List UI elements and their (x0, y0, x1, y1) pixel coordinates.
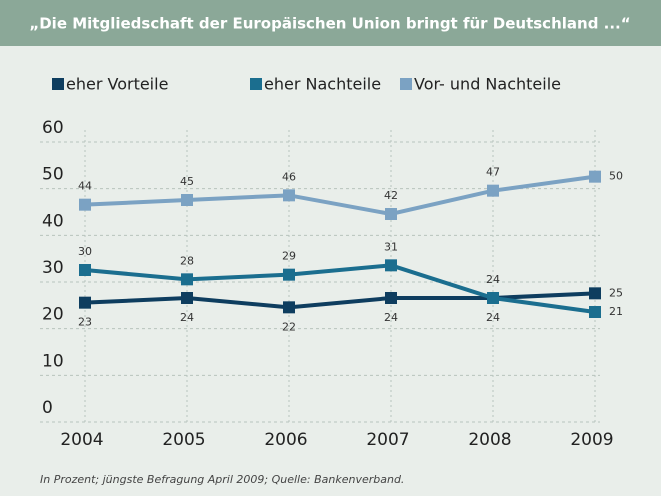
marker (79, 296, 91, 309)
marker (79, 264, 91, 276)
marker (79, 198, 91, 211)
marker (487, 184, 499, 197)
data-label: 24 (180, 311, 194, 324)
data-label: 46 (282, 170, 296, 183)
footnote: In Prozent; jüngste Befragung April 2009… (40, 473, 404, 486)
marker (181, 273, 193, 286)
marker (589, 287, 601, 300)
chart-title: „Die Mitgliedschaft der Europäischen Uni… (29, 15, 630, 33)
y-tick-label: 40 (42, 211, 64, 231)
y-tick-label: 20 (42, 305, 64, 325)
marker (385, 208, 397, 220)
y-tick-label: 50 (42, 165, 64, 185)
marker (487, 292, 499, 304)
y-tick-label: 10 (42, 351, 64, 371)
marker (385, 259, 397, 272)
data-label: 50 (609, 170, 623, 183)
data-label: 22 (282, 320, 296, 333)
data-label: 31 (384, 240, 398, 253)
line (84, 291, 596, 310)
data-label: 24 (486, 273, 500, 286)
y-tick-label: 0 (42, 398, 53, 418)
legend-label: eher Nachteile (264, 75, 381, 94)
line (84, 263, 596, 314)
x-tick-label: 2005 (162, 430, 205, 450)
line (84, 174, 596, 217)
data-label: 23 (78, 316, 92, 329)
marker (283, 268, 295, 281)
data-label: 24 (384, 311, 398, 324)
x-tick-label: 2007 (366, 430, 409, 450)
x-tick-label: 2008 (468, 430, 511, 450)
header-bar (0, 0, 661, 46)
marker (283, 189, 295, 202)
marker (385, 292, 397, 304)
data-label: 47 (486, 166, 500, 179)
y-tick-label: 30 (42, 258, 64, 278)
legend-swatch (400, 78, 412, 90)
legend-swatch (250, 78, 262, 90)
data-label: 42 (384, 189, 398, 202)
legend-swatch (52, 78, 64, 90)
legend-label: Vor- und Nachteile (414, 75, 561, 94)
marker (589, 306, 601, 318)
data-label: 25 (609, 286, 623, 299)
marker (589, 170, 601, 183)
y-tick-label: 60 (42, 118, 64, 138)
x-tick-label: 2004 (60, 430, 103, 450)
data-label: 30 (78, 245, 92, 258)
data-label: 45 (180, 175, 194, 188)
data-label: 24 (486, 311, 500, 324)
data-label: 44 (78, 180, 92, 193)
x-tick-label: 2006 (264, 430, 307, 450)
data-label: 28 (180, 254, 194, 267)
x-tick-label: 2009 (570, 430, 613, 450)
marker (181, 194, 193, 206)
data-label: 29 (282, 250, 296, 263)
marker (283, 301, 295, 314)
data-label: 21 (609, 305, 623, 318)
marker (181, 292, 193, 304)
legend-label: eher Vorteile (66, 75, 168, 94)
